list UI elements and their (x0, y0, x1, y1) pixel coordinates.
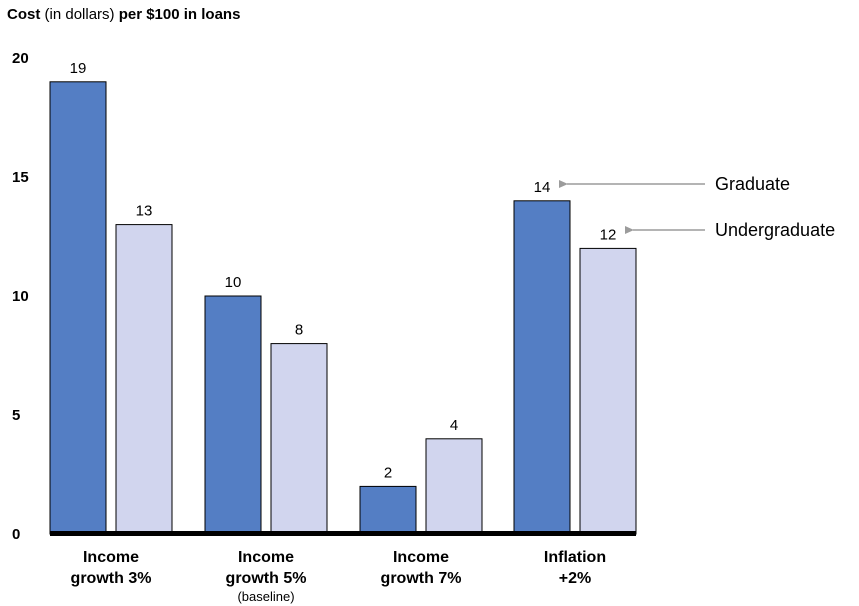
bar-undergraduate (425, 438, 483, 535)
y-tick-label: 20 (12, 50, 29, 67)
data-label: 19 (70, 60, 87, 77)
data-label: 14 (534, 179, 551, 196)
bar-graduate (513, 200, 571, 535)
category-label: growth 7% (381, 570, 462, 587)
chart-title-part2: (in dollars) (40, 6, 119, 23)
data-label: 10 (225, 274, 242, 291)
category-label: Income (238, 549, 294, 566)
data-label: 2 (384, 464, 392, 481)
category-label: Income (393, 549, 449, 566)
category-sublabel: (baseline) (237, 589, 294, 604)
legend-label-graduate: Graduate (715, 174, 790, 194)
category-label: Income (83, 549, 139, 566)
category-label: growth 3% (71, 570, 152, 587)
data-label: 12 (600, 226, 617, 243)
category-label: Inflation (544, 549, 606, 566)
category-label: growth 5% (226, 570, 307, 587)
category-label: +2% (559, 570, 591, 587)
bar-undergraduate (270, 343, 328, 535)
bar-undergraduate (115, 224, 173, 535)
y-tick-label: 5 (12, 407, 20, 424)
legend-label-undergraduate: Undergraduate (715, 220, 835, 240)
y-tick-label: 0 (12, 526, 20, 543)
x-axis-baseline (50, 531, 636, 536)
bar-graduate (359, 485, 417, 535)
y-tick-label: 10 (12, 288, 29, 305)
chart-title: Cost (in dollars) per $100 in loans (7, 6, 240, 23)
bar-graduate (204, 295, 262, 535)
bar-undergraduate (579, 247, 637, 535)
y-tick-label: 15 (12, 169, 29, 186)
chart-title-part3: per $100 in loans (118, 6, 241, 23)
data-label: 13 (136, 203, 153, 220)
data-label: 4 (450, 417, 458, 434)
data-label: 8 (295, 322, 303, 339)
chart-title-part1: Cost (7, 6, 41, 23)
bar-graduate (49, 81, 107, 535)
